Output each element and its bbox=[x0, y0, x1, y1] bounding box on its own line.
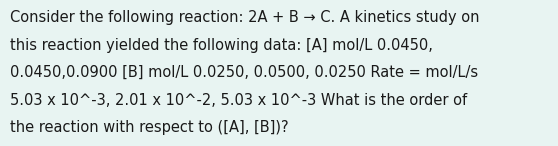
Text: 0.0450,0.0900 [B] mol/L 0.0250, 0.0500, 0.0250 Rate = mol/L/s: 0.0450,0.0900 [B] mol/L 0.0250, 0.0500, … bbox=[10, 65, 478, 80]
Text: Consider the following reaction: 2A + B → C. A kinetics study on: Consider the following reaction: 2A + B … bbox=[10, 10, 479, 25]
Text: the reaction with respect to ([A], [B])?: the reaction with respect to ([A], [B])? bbox=[10, 120, 288, 135]
Text: this reaction yielded the following data: [A] mol/L 0.0450,: this reaction yielded the following data… bbox=[10, 38, 433, 53]
Text: 5.03 x 10^-3, 2.01 x 10^-2, 5.03 x 10^-3 What is the order of: 5.03 x 10^-3, 2.01 x 10^-2, 5.03 x 10^-3… bbox=[10, 93, 467, 108]
